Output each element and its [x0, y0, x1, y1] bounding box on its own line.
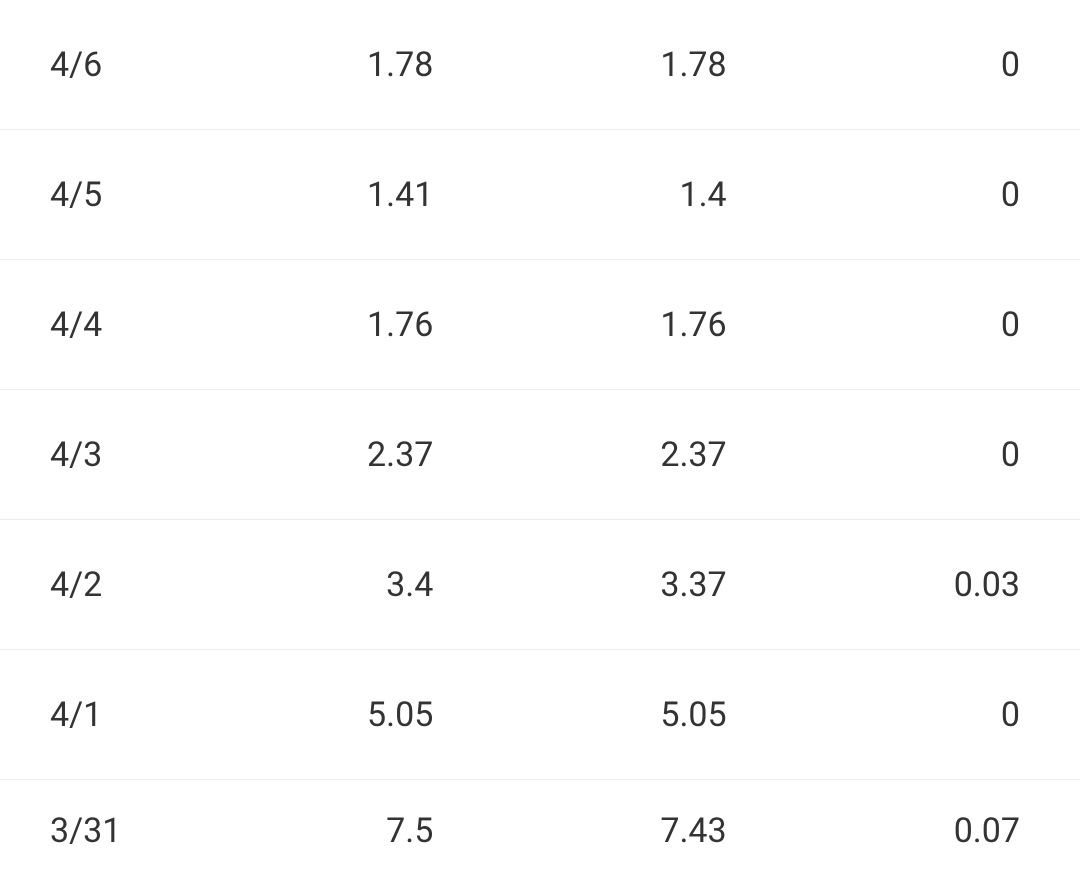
cell-date: 4/3: [50, 435, 200, 475]
cell-value-2: 5.05: [493, 695, 786, 735]
cell-date: 4/6: [50, 45, 200, 85]
cell-value-1: 7.5: [200, 811, 493, 851]
cell-date: 3/31: [50, 811, 200, 851]
cell-value-3: 0: [787, 45, 1030, 85]
cell-value-1: 1.76: [200, 305, 493, 345]
cell-value-3: 0: [787, 435, 1030, 475]
cell-value-2: 1.4: [493, 175, 786, 215]
cell-value-2: 1.78: [493, 45, 786, 85]
cell-value-2: 2.37: [493, 435, 786, 475]
cell-value-1: 5.05: [200, 695, 493, 735]
table-row[interactable]: 4/1 5.05 5.05 0: [0, 650, 1080, 780]
cell-value-3: 0: [787, 695, 1030, 735]
cell-date: 4/5: [50, 175, 200, 215]
cell-value-1: 3.4: [200, 565, 493, 605]
table-row[interactable]: 4/4 1.76 1.76 0: [0, 260, 1080, 390]
table-row[interactable]: 4/2 3.4 3.37 0.03: [0, 520, 1080, 650]
cell-value-3: 0: [787, 175, 1030, 215]
cell-value-1: 1.41: [200, 175, 493, 215]
cell-value-3: 0: [787, 305, 1030, 345]
cell-value-3: 0.03: [787, 565, 1030, 605]
table-row[interactable]: 4/6 1.78 1.78 0: [0, 0, 1080, 130]
cell-value-2: 7.43: [493, 811, 786, 851]
cell-value-2: 3.37: [493, 565, 786, 605]
cell-value-3: 0.07: [787, 811, 1030, 851]
table-row[interactable]: 4/3 2.37 2.37 0: [0, 390, 1080, 520]
cell-date: 4/2: [50, 565, 200, 605]
table-row[interactable]: 3/31 7.5 7.43 0.07: [0, 780, 1080, 882]
data-table: 4/6 1.78 1.78 0 4/5 1.41 1.4 0 4/4 1.76 …: [0, 0, 1080, 883]
table-row[interactable]: 4/5 1.41 1.4 0: [0, 130, 1080, 260]
cell-value-2: 1.76: [493, 305, 786, 345]
cell-value-1: 2.37: [200, 435, 493, 475]
cell-date: 4/1: [50, 695, 200, 735]
cell-value-1: 1.78: [200, 45, 493, 85]
cell-date: 4/4: [50, 305, 200, 345]
